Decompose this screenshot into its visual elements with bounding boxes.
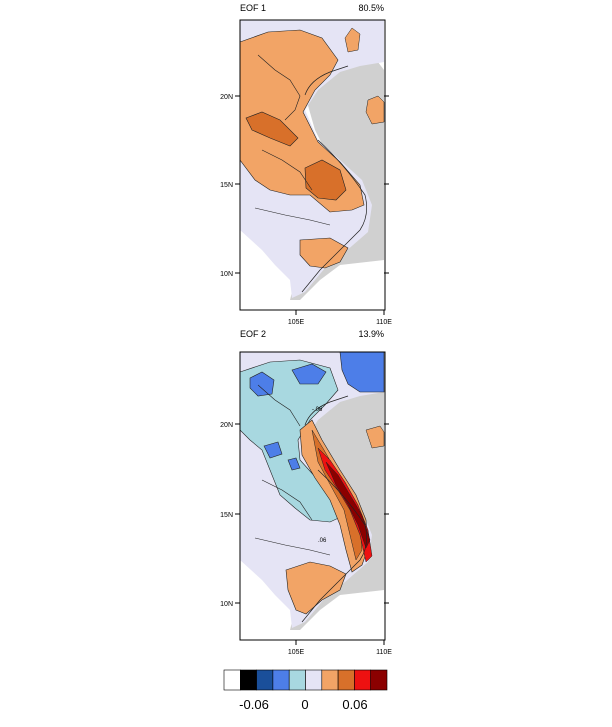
colorbar-swatch [240,669,257,691]
colorbar-swatch [321,669,339,691]
panel-eof1-title: EOF 1 [240,3,266,13]
colorbar-swatch [272,669,290,691]
panel-eof1-lat-20n: 20N [220,94,233,101]
panel-eof2-lat-10n: 10N [220,601,233,608]
panel-eof2-title: EOF 2 [240,329,266,339]
panel-eof1-map [239,19,386,311]
panel-eof1: EOF 1 80.5% [220,3,392,326]
panel-eof1-lat-15n: 15N [220,182,233,189]
panel-eof1-lon-110e: 110E [376,319,392,326]
panel-eof2: EOF 2 13.9% [220,329,392,656]
colorbar-tick-neg: -0.06 [239,697,269,712]
colorbar-swatch [337,669,355,691]
panel-eof2-contour-label-neg: -.06 [312,407,323,413]
panel-eof2-variance: 13.9% [358,329,384,339]
panel-eof2-lon-105e: 105E [288,649,305,656]
colorbar-tick-pos: 0.06 [342,697,367,712]
panel-eof2-lon-110e: 110E [376,649,392,656]
panel-eof2-lat-15n: 15N [220,512,233,519]
colorbar-swatch [305,669,323,691]
panel-eof2-contour-label-pos: .06 [318,538,327,544]
colorbar-tick-zero: 0 [301,697,308,712]
colorbar [223,669,388,691]
panel-eof1-lat-10n: 10N [220,271,233,278]
panel-eof1-variance: 80.5% [358,3,384,13]
colorbar-swatch [256,669,274,691]
panel-eof1-lon-105e: 105E [288,319,305,326]
colorbar-swatch [288,669,306,691]
panel-eof2-map: -.06 .06 [239,351,386,641]
panel-eof2-lat-20n: 20N [220,422,233,429]
colorbar-swatch [370,669,388,691]
colorbar-swatch [354,669,371,691]
colorbar-swatch [223,669,241,691]
